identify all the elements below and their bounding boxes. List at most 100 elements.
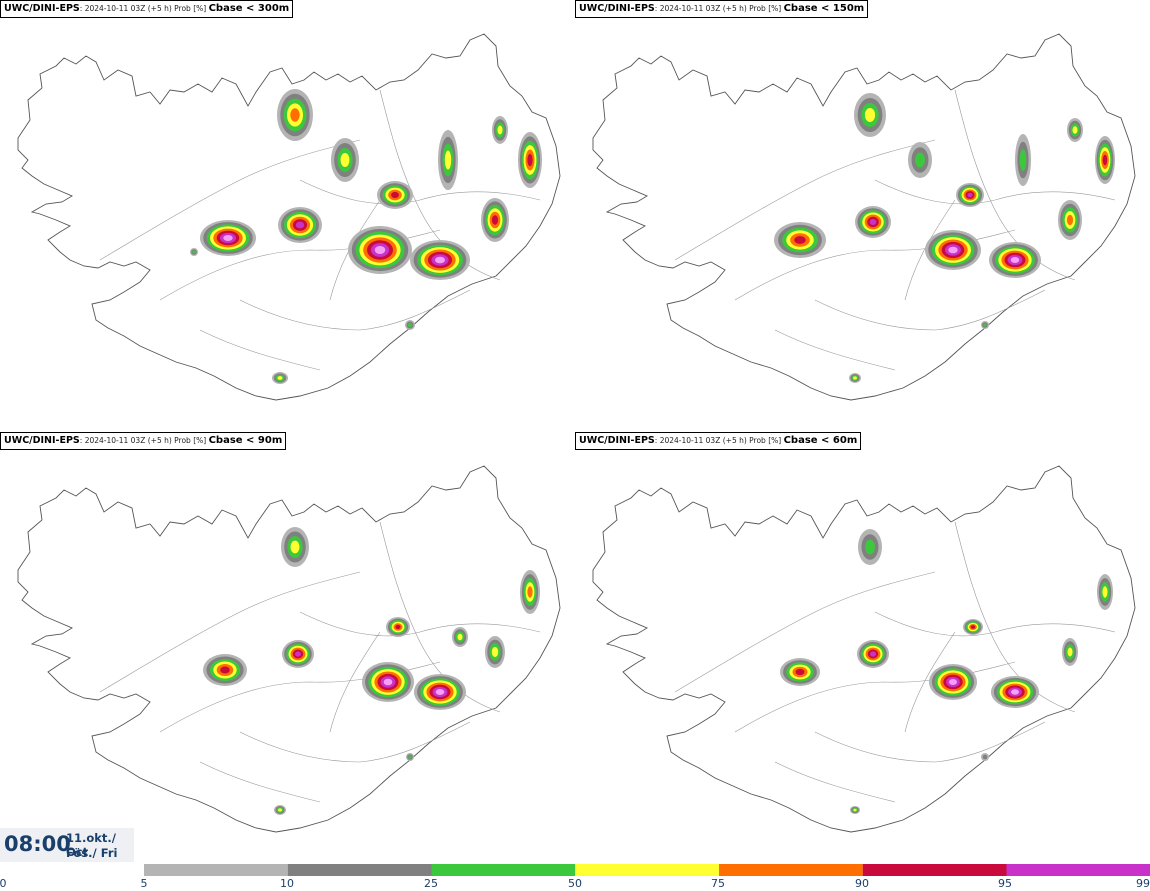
probability-contour xyxy=(223,235,233,241)
colorbar-bin xyxy=(575,864,719,876)
colorbar-tick-label: 25 xyxy=(424,877,438,890)
region-border xyxy=(814,721,1046,763)
region-border xyxy=(734,661,1016,733)
probability-contour xyxy=(491,215,499,225)
colorbar-tick-label: 95 xyxy=(998,877,1012,890)
probability-contour xyxy=(853,376,857,380)
probability-contour xyxy=(1066,214,1074,226)
coastline xyxy=(17,33,561,401)
probability-contour xyxy=(457,633,463,641)
colorbar-tick-label: 75 xyxy=(711,877,725,890)
probability-contour xyxy=(192,250,196,254)
probability-contour xyxy=(853,808,857,812)
coastline xyxy=(592,465,1136,833)
probability-contour xyxy=(277,376,283,380)
probability-contour xyxy=(982,754,988,760)
colorbar-bin xyxy=(1006,864,1150,876)
panel-300m: UWC/DINI-EPS: 2024-10-11 03Z (+5 h) Prob… xyxy=(0,0,575,430)
probability-contour xyxy=(967,192,973,198)
probability-contour xyxy=(408,755,412,759)
colorbar-tick-label: 10 xyxy=(280,877,294,890)
colorbar-bin xyxy=(144,864,288,876)
probability-contour xyxy=(444,150,452,170)
coastline xyxy=(17,465,561,833)
panel-title: UWC/DINI-EPS: 2024-10-11 03Z (+5 h) Prob… xyxy=(0,0,294,18)
probability-contour xyxy=(1067,647,1073,657)
probability-contour xyxy=(491,646,499,658)
probability-colorbar: 0 5 10 25 50 75 90 95 99 xyxy=(0,864,1150,890)
probability-contour xyxy=(278,808,282,812)
colorbar-tick-label: 90 xyxy=(855,877,869,890)
region-border xyxy=(379,521,501,713)
probability-contour xyxy=(435,256,445,264)
region-border xyxy=(379,89,501,281)
probability-contour xyxy=(870,651,876,657)
probability-field xyxy=(190,89,542,384)
valid-time: 08:00 xyxy=(4,832,71,856)
valid-weekday: Fös./ Fri xyxy=(66,846,118,860)
probability-contour xyxy=(970,625,976,629)
probability-contour xyxy=(295,221,305,229)
colorbar-bin xyxy=(287,864,432,876)
valid-time-box: 08:00 11.okt./ Oct Fös./ Fri xyxy=(0,828,134,862)
region-border xyxy=(99,139,361,261)
panel-title: UWC/DINI-EPS: 2024-10-11 03Z (+5 h) Prob… xyxy=(575,432,862,450)
panel-90m: UWC/DINI-EPS: 2024-10-11 03Z (+5 h) Prob… xyxy=(0,432,575,862)
region-border xyxy=(674,571,936,693)
panel-60m: UWC/DINI-EPS: 2024-10-11 03Z (+5 h) Prob… xyxy=(575,432,1150,862)
probability-contour xyxy=(1102,586,1108,598)
probability-contour xyxy=(1102,154,1108,166)
probability-contour xyxy=(915,152,925,168)
region-border xyxy=(199,329,321,371)
probability-contour xyxy=(1019,149,1027,171)
probability-contour xyxy=(864,108,876,122)
probability-contour xyxy=(1072,126,1078,134)
probability-contour xyxy=(290,108,300,122)
probability-contour xyxy=(220,666,230,674)
colorbar-bin xyxy=(431,864,576,876)
probability-field xyxy=(774,93,1115,383)
probability-field xyxy=(203,527,540,815)
region-border xyxy=(329,631,381,733)
panel-title: UWC/DINI-EPS: 2024-10-11 03Z (+5 h) Prob… xyxy=(0,432,287,450)
probability-contour xyxy=(290,540,300,554)
probability-contour xyxy=(1010,257,1020,263)
probability-contour xyxy=(983,323,987,327)
region-border xyxy=(874,179,1116,205)
region-border xyxy=(954,89,1076,281)
colorbar-bin xyxy=(862,864,1007,876)
probability-contour xyxy=(1011,689,1019,695)
valid-date: 11.okt./ Oct xyxy=(66,831,116,859)
probability-field xyxy=(780,529,1113,814)
region-border xyxy=(814,289,1046,331)
probability-contour xyxy=(383,678,393,686)
probability-contour xyxy=(527,586,533,598)
region-border xyxy=(299,179,541,205)
colorbar-tick-label: 50 xyxy=(568,877,582,890)
region-border xyxy=(874,611,1116,637)
probability-contour xyxy=(527,153,533,167)
probability-map xyxy=(592,465,1136,833)
region-border xyxy=(299,611,541,637)
region-border xyxy=(954,521,1076,713)
colorbar-tick-label: 5 xyxy=(141,877,148,890)
probability-contour xyxy=(949,679,957,685)
probability-contour xyxy=(869,219,877,225)
colorbar-tick-label: 0 xyxy=(0,877,7,890)
region-border xyxy=(99,571,361,693)
region-border xyxy=(239,721,471,763)
probability-contour xyxy=(948,246,958,254)
probability-contour xyxy=(340,153,350,167)
probability-contour xyxy=(395,624,401,630)
probability-contour xyxy=(391,191,399,199)
colorbar-bin xyxy=(719,864,863,876)
coastline xyxy=(592,33,1136,401)
probability-contour xyxy=(794,236,806,244)
probability-contour xyxy=(497,125,503,135)
probability-contour xyxy=(865,539,875,555)
probability-map xyxy=(592,33,1136,401)
colorbar-tick-label: 99 xyxy=(1136,877,1150,890)
panel-title: UWC/DINI-EPS: 2024-10-11 03Z (+5 h) Prob… xyxy=(575,0,869,18)
region-border xyxy=(774,761,896,803)
region-border xyxy=(674,139,936,261)
